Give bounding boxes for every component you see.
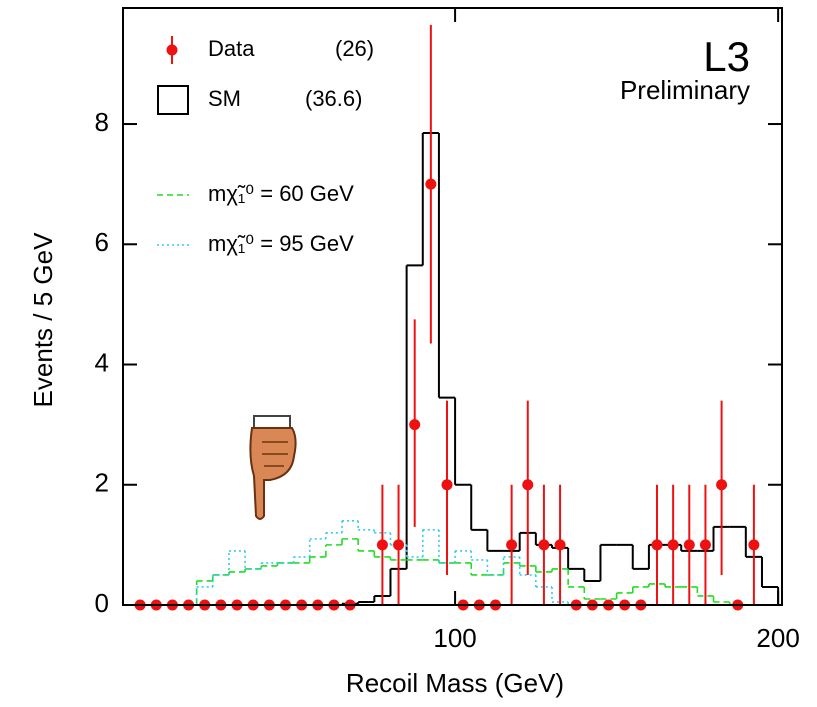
legend-swatch bbox=[157, 85, 189, 115]
experiment-label: L3 bbox=[703, 33, 750, 80]
legend-label: Data bbox=[208, 36, 255, 61]
data-point bbox=[683, 539, 695, 551]
data-point bbox=[651, 539, 663, 551]
legend-label: mχ̃₁⁰ = 60 GeV bbox=[208, 181, 354, 206]
data-point bbox=[522, 479, 534, 491]
data-point bbox=[393, 539, 405, 551]
data-point bbox=[716, 479, 728, 491]
legend-label: SM bbox=[208, 86, 241, 111]
y-axis-label: Events / 5 GeV bbox=[28, 232, 58, 408]
data-point bbox=[667, 539, 679, 551]
plot-frame bbox=[122, 7, 783, 606]
x-tick-label: 100 bbox=[433, 623, 476, 653]
data-point bbox=[441, 479, 453, 491]
legend-label: mχ̃₁⁰ = 95 GeV bbox=[208, 231, 354, 256]
data-point bbox=[425, 178, 437, 190]
preliminary-label: Preliminary bbox=[620, 75, 750, 105]
x-tick-label: 200 bbox=[756, 623, 799, 653]
data-point bbox=[376, 539, 388, 551]
y-tick-label: 0 bbox=[95, 588, 109, 618]
y-tick-label: 2 bbox=[95, 468, 109, 498]
y-tick-label: 8 bbox=[95, 107, 109, 137]
legend-annotation: (26) bbox=[335, 36, 374, 61]
legend-annotation: (36.6) bbox=[305, 86, 362, 111]
data-point bbox=[506, 539, 518, 551]
data-point bbox=[748, 539, 760, 551]
legend-data-marker bbox=[166, 44, 178, 56]
data-point bbox=[538, 539, 550, 551]
y-tick-label: 4 bbox=[95, 347, 109, 377]
x-axis-label: Recoil Mass (GeV) bbox=[346, 668, 564, 698]
data-point bbox=[699, 539, 711, 551]
y-tick-label: 6 bbox=[95, 227, 109, 257]
pointing-hand bbox=[249, 415, 297, 520]
data-point bbox=[409, 419, 421, 431]
data-point bbox=[554, 539, 566, 551]
